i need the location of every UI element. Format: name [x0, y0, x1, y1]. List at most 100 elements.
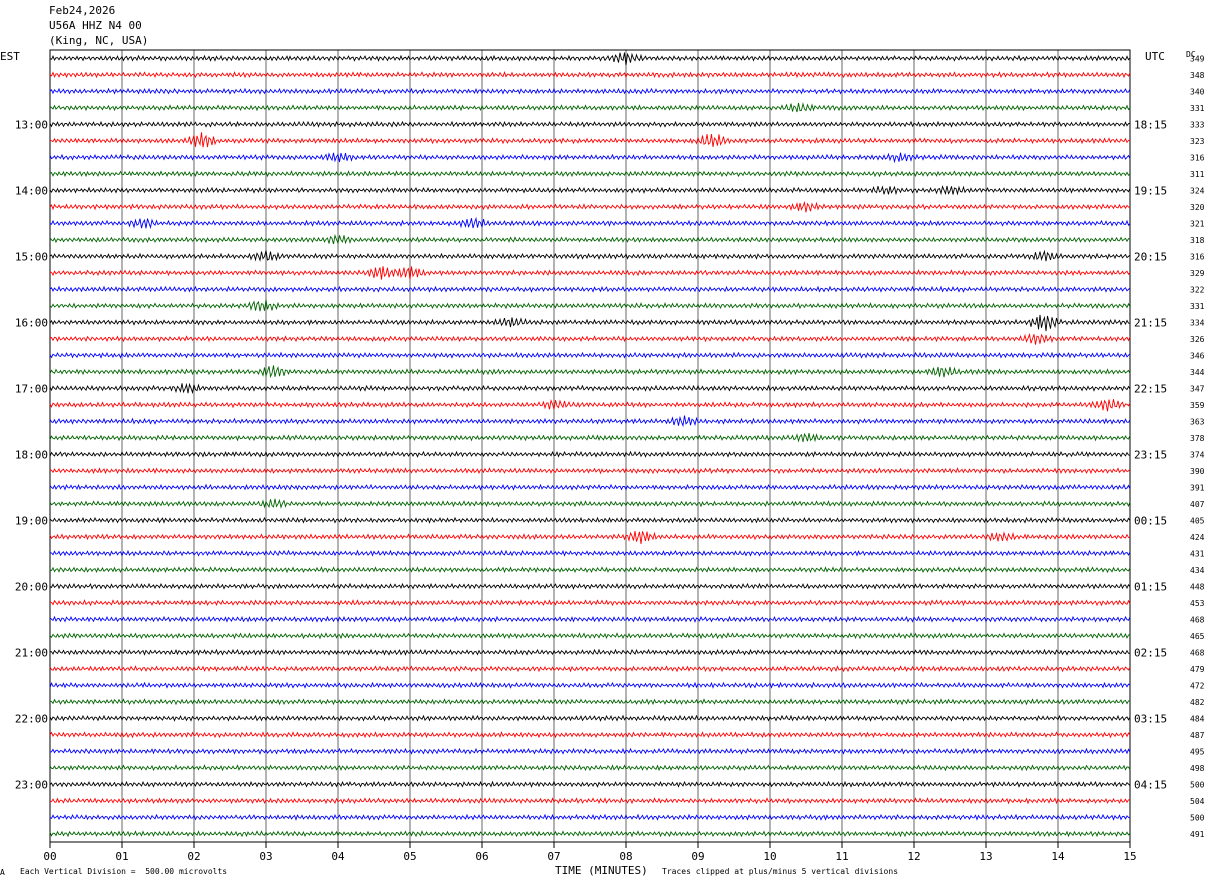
x-tick-label-03: 03	[259, 850, 272, 863]
x-tick-label-02: 02	[187, 850, 200, 863]
dc-value-row-12: 318	[1190, 236, 1205, 245]
dc-value-row-17: 334	[1190, 318, 1205, 327]
x-tick-label-09: 09	[691, 850, 704, 863]
dc-value-row-43: 495	[1190, 747, 1205, 756]
utc-hour-label: 22:15	[1134, 382, 1167, 395]
dc-value-row-38: 479	[1190, 665, 1205, 674]
est-hour-label: 14:00	[15, 184, 48, 197]
dc-value-row-44: 498	[1190, 764, 1205, 773]
est-hour-label: 13:00	[15, 118, 48, 131]
dc-value-row-42: 487	[1190, 731, 1205, 740]
dc-value-row-46: 504	[1190, 797, 1205, 806]
trace-row-39	[49, 681, 1131, 689]
trace-row-37	[49, 648, 1131, 656]
x-tick-label-15: 15	[1123, 850, 1136, 863]
dc-value-row-37: 468	[1190, 648, 1205, 657]
dc-value-row-19: 346	[1190, 351, 1205, 360]
x-tick-label-01: 01	[115, 850, 128, 863]
dc-value-row-1: 349	[1190, 54, 1205, 63]
dc-value-row-20: 344	[1190, 368, 1205, 377]
dc-value-row-11: 321	[1190, 219, 1205, 228]
trace-row-15	[49, 285, 1131, 293]
x-tick-label-08: 08	[619, 850, 632, 863]
dc-header-label: DC	[1186, 50, 1196, 59]
trace-row-43	[49, 747, 1131, 755]
trace-row-42	[49, 731, 1131, 739]
trace-row-21	[49, 382, 1131, 395]
trace-row-36	[49, 632, 1131, 640]
dc-value-row-6: 323	[1190, 137, 1205, 146]
dc-value-row-47: 500	[1190, 813, 1205, 822]
trace-row-17	[49, 314, 1131, 332]
est-hour-label: 23:00	[15, 778, 48, 791]
trace-row-7	[49, 152, 1131, 164]
est-hour-label: 15:00	[15, 250, 48, 263]
dc-value-row-15: 322	[1190, 285, 1205, 294]
trace-row-29	[49, 516, 1131, 524]
dc-value-row-36: 465	[1190, 632, 1205, 641]
trace-row-46	[49, 797, 1131, 805]
x-tick-label-05: 05	[403, 850, 416, 863]
trace-row-45	[49, 780, 1131, 788]
trace-row-40	[49, 698, 1131, 706]
dc-value-row-32: 434	[1190, 566, 1205, 575]
dc-value-row-22: 359	[1190, 401, 1205, 410]
utc-hour-label: 00:15	[1134, 514, 1167, 527]
trace-row-12	[49, 233, 1131, 245]
dc-value-row-27: 391	[1190, 483, 1205, 492]
dc-value-row-30: 424	[1190, 533, 1205, 542]
est-hour-label: 22:00	[15, 712, 48, 725]
est-hour-label: 19:00	[15, 514, 48, 527]
dc-value-row-18: 326	[1190, 335, 1205, 344]
trace-row-10	[49, 200, 1131, 213]
dc-value-row-2: 348	[1190, 71, 1205, 80]
x-tick-label-00: 00	[43, 850, 56, 863]
trace-row-26	[49, 467, 1131, 475]
est-hour-label: 16:00	[15, 316, 48, 329]
trace-row-13	[49, 249, 1131, 262]
utc-hour-label: 02:15	[1134, 646, 1167, 659]
trace-row-32	[49, 566, 1131, 574]
est-hour-labels: 13:00 14:00 15:00 16:00 17:00 18:00 19:00 20:00…	[15, 118, 48, 791]
trace-row-18	[49, 332, 1131, 345]
est-hour-label: 20:00	[15, 580, 48, 593]
trace-row-3	[49, 87, 1131, 95]
x-tick-label-14: 14	[1051, 850, 1065, 863]
header-date: Feb24,2026	[49, 4, 116, 17]
x-tick-label-04: 04	[331, 850, 345, 863]
dc-value-row-34: 453	[1190, 599, 1205, 608]
dc-value-row-8: 311	[1190, 170, 1205, 179]
clip-note: Traces clipped at plus/minus 5 vertical …	[662, 867, 899, 876]
dc-value-row-41: 484	[1190, 714, 1205, 723]
header-station: U56A HHZ N4 00	[49, 19, 142, 32]
trace-row-41	[49, 714, 1131, 722]
trace-row-5	[49, 120, 1131, 128]
trace-row-30	[49, 530, 1131, 545]
trace-group	[49, 52, 1131, 838]
x-tick-label-11: 11	[835, 850, 848, 863]
dc-value-row-13: 316	[1190, 252, 1205, 261]
utc-hour-labels: 18:15 19:15 20:15 21:15 22:15 23:15 00:15 01:15…	[1134, 118, 1167, 791]
utc-hour-label: 18:15	[1134, 118, 1167, 131]
trace-row-44	[49, 764, 1131, 772]
trace-row-14	[49, 266, 1131, 280]
est-hour-label: 21:00	[15, 646, 48, 659]
utc-hour-label: 03:15	[1134, 712, 1167, 725]
trace-row-2	[49, 71, 1131, 79]
trace-row-47	[49, 813, 1131, 821]
trace-row-6	[49, 132, 1131, 148]
x-axis-ticks: 00 01 02 03 04 05 06 07 08 09 10 11 12 13 14 15	[43, 842, 1137, 863]
est-hour-label: 17:00	[15, 382, 48, 395]
trace-row-20	[49, 365, 1131, 379]
dc-value-row-26: 390	[1190, 467, 1205, 476]
header-location: (King, NC, USA)	[49, 34, 149, 47]
dc-value-row-14: 329	[1190, 269, 1205, 278]
dc-value-row-7: 316	[1190, 153, 1205, 162]
x-tick-label-10: 10	[763, 850, 776, 863]
trace-row-23	[49, 415, 1131, 428]
trace-row-25	[49, 450, 1131, 458]
trace-row-22	[49, 398, 1131, 412]
est-hour-label: 18:00	[15, 448, 48, 461]
dc-value-row-3: 340	[1190, 87, 1205, 96]
